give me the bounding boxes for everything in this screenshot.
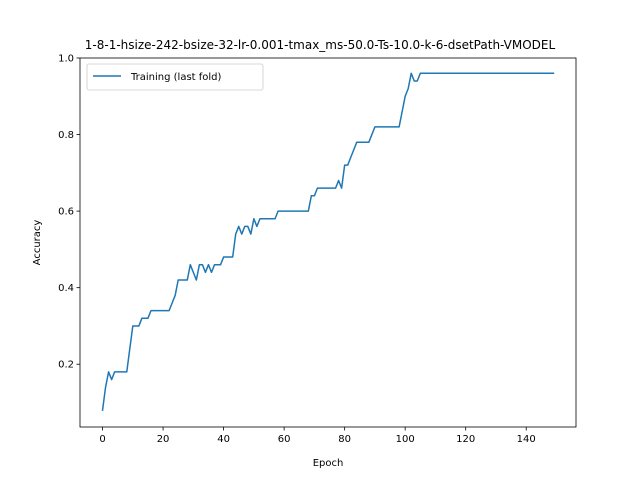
x-tick-label: 20 — [157, 434, 170, 445]
x-tick-label: 60 — [278, 434, 291, 445]
y-tick-label: 0.4 — [58, 283, 74, 294]
axes-background — [80, 58, 576, 427]
chart-title: 1-8-1-hsize-242-bsize-32-lr-0.001-tmax_m… — [85, 38, 556, 52]
y-tick-label: 1.0 — [58, 54, 74, 65]
y-tick-label: 0.8 — [58, 130, 74, 141]
x-axis-label: Epoch — [313, 458, 344, 469]
x-tick-label: 120 — [456, 434, 475, 445]
x-tick-label: 80 — [338, 434, 351, 445]
y-tick-label: 0.6 — [58, 207, 74, 218]
legend-box — [86, 63, 264, 91]
x-tick-label: 0 — [99, 434, 105, 445]
x-tick-label: 140 — [517, 434, 536, 445]
axes-frame — [79, 57, 577, 428]
series-layer — [101, 72, 555, 412]
y-axis-label: Accuracy — [32, 220, 43, 266]
legend: Training (last fold) — [86, 63, 264, 91]
x-tick-label: 100 — [396, 434, 415, 445]
x-tick-label: 40 — [217, 434, 230, 445]
legend-entry-label: Training (last fold) — [130, 72, 222, 83]
y-tick-label: 0.2 — [58, 360, 74, 371]
plot-area — [80, 58, 576, 427]
series-line-0 — [101, 72, 555, 412]
ticks-layer: 0 20 40 60 80 100 120 140 0.2 0.4 0.6 0.8 1.0 — [58, 54, 536, 446]
